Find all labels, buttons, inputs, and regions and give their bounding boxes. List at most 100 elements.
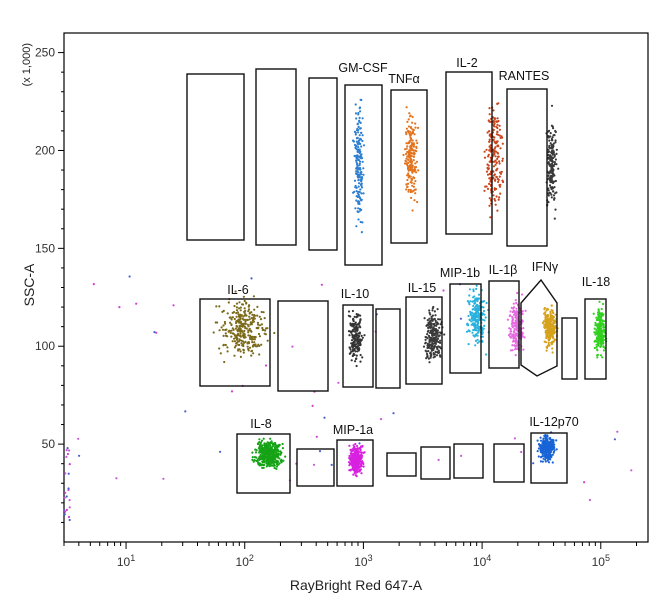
event-dot [411, 128, 414, 131]
event-dot [360, 208, 363, 211]
event-dot [243, 333, 246, 336]
gate[interactable] [255, 68, 297, 246]
gate-rantes[interactable] [506, 88, 548, 247]
event-dot [427, 323, 430, 327]
event-dot [241, 303, 245, 306]
event-dot [356, 458, 360, 461]
event-dot [258, 447, 261, 450]
gate-il-18[interactable] [584, 298, 607, 380]
event-dot [251, 345, 254, 348]
event-dot [348, 346, 351, 349]
gate-mip-1a[interactable] [336, 439, 374, 487]
event-dot [483, 324, 486, 327]
gate[interactable] [375, 308, 401, 389]
gate[interactable] [308, 77, 338, 251]
event-dot [557, 167, 560, 170]
gate[interactable] [186, 73, 245, 241]
event-dot [550, 166, 554, 169]
event-dot [241, 330, 244, 333]
x-axis-label: RayBright Red 647-A [290, 577, 423, 593]
event-dot [222, 343, 225, 346]
event-dot [264, 443, 267, 447]
event-dot [218, 347, 221, 350]
gate-il-15[interactable] [405, 296, 443, 385]
event-dot [411, 144, 414, 147]
gate-il-12p70[interactable] [530, 432, 568, 484]
event-dot [358, 196, 362, 200]
gate-il-8[interactable] [236, 433, 291, 494]
gate-il-10[interactable] [342, 304, 374, 388]
gate-mip-1b[interactable] [449, 283, 482, 374]
event-dot [356, 150, 359, 153]
gate-il-1b[interactable] [488, 280, 520, 369]
event-dot [488, 177, 491, 180]
event-dot [541, 321, 545, 325]
event-dot [233, 304, 236, 308]
gate-tnfa[interactable] [390, 89, 428, 244]
x-tick-label: 101 [117, 553, 135, 569]
event-dot [613, 438, 617, 441]
gate[interactable] [493, 443, 525, 483]
event-dot [482, 309, 486, 313]
event-dot [542, 449, 545, 452]
event-dot [472, 312, 475, 315]
gate[interactable] [420, 446, 451, 480]
gate[interactable] [453, 443, 484, 479]
event-dot [262, 459, 266, 462]
event-dot [239, 318, 242, 321]
event-dot [548, 164, 552, 167]
gate-il-6[interactable] [199, 298, 271, 387]
event-dot [242, 344, 245, 348]
event-dot [498, 175, 501, 178]
gate[interactable] [386, 452, 417, 477]
event-dot [68, 499, 71, 502]
event-dot [250, 317, 253, 320]
gate[interactable] [277, 300, 329, 392]
event-dot [354, 144, 357, 147]
gate-ifng[interactable] [520, 278, 558, 377]
event-dot [554, 313, 557, 316]
event-dot [253, 308, 256, 311]
event-dot [434, 314, 437, 317]
event-dot [545, 314, 548, 317]
event-dot [350, 453, 353, 457]
event-dot [351, 346, 355, 349]
event-dot [492, 194, 495, 197]
event-dot [64, 491, 67, 494]
gate-gm-csf[interactable] [344, 84, 383, 266]
event-dot [415, 160, 419, 163]
event-dot [595, 343, 598, 346]
event-dot [359, 188, 362, 191]
event-dot [355, 354, 358, 357]
event-dot [266, 462, 269, 465]
event-dot [481, 335, 484, 338]
event-dot [353, 459, 356, 462]
event-dot [274, 460, 277, 463]
gate[interactable] [561, 317, 578, 380]
event-dot [407, 125, 411, 128]
event-dot [511, 325, 514, 328]
event-dot [240, 314, 243, 317]
event-dot [549, 192, 552, 195]
event-dot [231, 340, 234, 343]
event-dot [492, 109, 495, 112]
event-dot [551, 153, 554, 156]
gate-label: IL-18 [582, 275, 611, 289]
event-dot [348, 334, 351, 337]
event-dot [470, 320, 473, 323]
event-dot [596, 353, 600, 356]
event-dot [409, 137, 413, 140]
event-dot [509, 332, 512, 335]
event-dot [409, 139, 412, 142]
event-dot [239, 313, 242, 316]
event-dot [355, 140, 358, 143]
gates[interactable] [186, 68, 607, 494]
gate[interactable] [296, 448, 335, 487]
event-dot [254, 345, 258, 348]
event-dot [521, 293, 524, 296]
gate-il-2[interactable] [445, 71, 493, 235]
event-dot [548, 157, 552, 160]
event-dot [544, 324, 548, 327]
event-dot [234, 327, 237, 330]
event-dot [414, 192, 417, 195]
